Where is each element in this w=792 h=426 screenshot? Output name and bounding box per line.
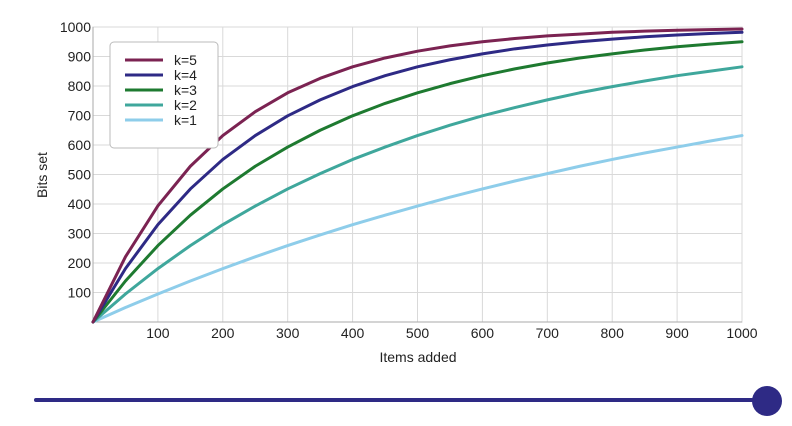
legend: k=5k=4k=3k=2k=1 xyxy=(109,41,219,149)
legend-label: k=2 xyxy=(174,97,197,113)
legend-box xyxy=(109,41,219,149)
x-tick-label: 1000 xyxy=(726,325,757,341)
legend-label: k=3 xyxy=(174,82,197,98)
y-tick-label: 200 xyxy=(68,255,92,271)
x-tick-label: 400 xyxy=(341,325,365,341)
series-line-k5 xyxy=(91,27,744,324)
legend-label: k=4 xyxy=(174,67,197,83)
x-tick-label: 300 xyxy=(276,325,300,341)
y-tick-label: 500 xyxy=(68,167,92,183)
x-axis-label: Items added xyxy=(379,349,456,365)
series-line-k4 xyxy=(91,30,744,324)
y-tick-label: 600 xyxy=(68,137,92,153)
x-tick-label: 500 xyxy=(406,325,430,341)
slider-track[interactable] xyxy=(34,398,767,402)
x-tick-label: 100 xyxy=(146,325,170,341)
axes xyxy=(92,27,742,323)
series-line-k2 xyxy=(91,65,744,324)
items-slider[interactable] xyxy=(34,386,782,416)
tick-labels: 100 200 300 400 500 600 700 800 900 1000 100 200 300… xyxy=(60,19,758,341)
series-line-k1 xyxy=(91,134,744,324)
slider-thumb[interactable] xyxy=(752,386,782,416)
y-tick-label: 300 xyxy=(68,226,92,242)
legend-label: k=1 xyxy=(174,112,197,128)
x-tick-label: 800 xyxy=(601,325,625,341)
x-tick-label: 200 xyxy=(211,325,235,341)
series-line-k3 xyxy=(91,40,744,324)
y-tick-label: 700 xyxy=(68,108,92,124)
x-tick-label: 900 xyxy=(665,325,689,341)
x-tick-label: 600 xyxy=(471,325,495,341)
y-tick-label: 900 xyxy=(68,49,92,65)
bloom-filter-chart: 100 200 300 400 500 600 700 800 900 1000 100 200 300… xyxy=(34,19,758,365)
y-tick-label: 1000 xyxy=(60,19,91,35)
y-tick-label: 800 xyxy=(68,78,92,94)
y-axis-label: Bits set xyxy=(34,152,50,198)
y-tick-label: 100 xyxy=(68,285,92,301)
y-tick-label: 400 xyxy=(68,196,92,212)
x-tick-label: 700 xyxy=(536,325,560,341)
legend-label: k=5 xyxy=(174,52,197,68)
series-lines xyxy=(91,27,744,324)
